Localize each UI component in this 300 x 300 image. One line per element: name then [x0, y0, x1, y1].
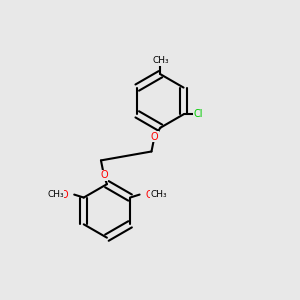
- Text: O: O: [61, 190, 68, 200]
- Text: Cl: Cl: [194, 109, 203, 119]
- Text: CH₃: CH₃: [151, 190, 167, 199]
- Text: O: O: [100, 170, 108, 180]
- Text: CH₃: CH₃: [152, 56, 169, 65]
- Text: CH₃: CH₃: [47, 190, 64, 199]
- Text: O: O: [151, 132, 158, 142]
- Text: O: O: [146, 190, 153, 200]
